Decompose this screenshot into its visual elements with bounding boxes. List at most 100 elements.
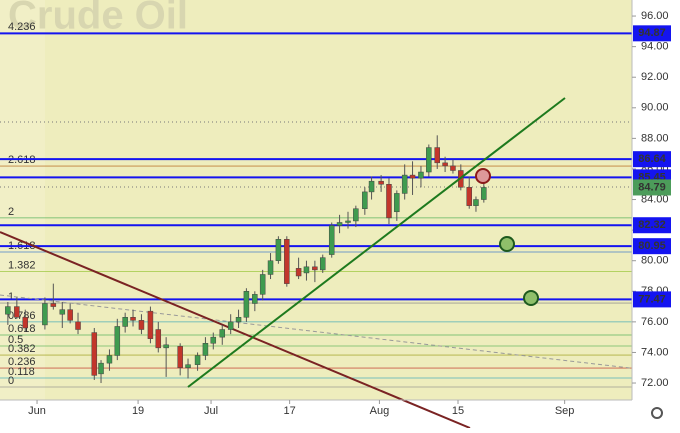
- candle-body: [434, 147, 440, 164]
- fib-label: 0.618: [8, 323, 36, 335]
- x-tick-label: Jun: [28, 405, 46, 417]
- fib-label: 0.786: [8, 310, 36, 322]
- x-tick-label: Sep: [555, 405, 575, 417]
- candle-body: [98, 362, 104, 375]
- candle-body: [22, 317, 29, 329]
- level-label-box: [633, 151, 671, 168]
- y-tick-label: 88.00: [641, 132, 669, 144]
- y-tick-label: 80.00: [641, 255, 669, 267]
- x-tick-label: Jul: [204, 405, 218, 417]
- candle-body: [235, 317, 242, 323]
- level-label: 94.87: [638, 27, 666, 39]
- fib-label: 0: [8, 375, 14, 387]
- down-trend-line: [0, 231, 471, 429]
- candle-body: [259, 274, 266, 295]
- candle-body: [418, 171, 424, 179]
- candle-body: [394, 193, 400, 213]
- candle-body: [353, 208, 359, 222]
- candle-body: [378, 180, 384, 185]
- y-tick-label: 84.00: [641, 193, 669, 205]
- candle-body: [319, 257, 326, 271]
- y-tick-label: 90.00: [641, 102, 669, 114]
- candle-body: [5, 306, 11, 315]
- candle-body: [138, 320, 145, 330]
- fib-label: 0.236: [8, 356, 36, 368]
- target-circle: [499, 236, 515, 252]
- candle-body: [401, 174, 408, 194]
- candle-body: [50, 303, 57, 307]
- candle-body: [481, 187, 487, 200]
- level-label: 86.64: [638, 153, 666, 165]
- fib-label: 2: [8, 206, 14, 218]
- candle-body: [336, 222, 343, 226]
- fib-label: 1: [8, 291, 14, 303]
- fib-label: 0.382: [8, 343, 36, 355]
- candle-body: [442, 162, 448, 167]
- candle-body: [67, 309, 73, 321]
- candle-body: [59, 309, 66, 315]
- y-tick-label: 72.00: [641, 377, 669, 389]
- candle-body: [328, 225, 335, 255]
- x-tick-label: Aug: [370, 405, 390, 417]
- x-tick-label: 15: [452, 405, 464, 417]
- candle-body: [368, 180, 375, 193]
- candle-body: [75, 321, 81, 330]
- candle-body: [295, 268, 302, 277]
- candle-body: [227, 321, 234, 330]
- level-label: 82.32: [638, 219, 666, 231]
- candle-body: [219, 329, 226, 338]
- level-label: 77.47: [638, 293, 666, 305]
- candle-body: [252, 294, 258, 304]
- level-label-box: [633, 291, 671, 308]
- candle-body: [177, 346, 183, 368]
- y-tick-label: 92.00: [641, 71, 669, 83]
- last-price-box: [633, 179, 671, 196]
- level-label-box: [633, 217, 671, 234]
- candle-body: [42, 303, 48, 326]
- target-circle: [475, 168, 491, 184]
- candle-body: [194, 355, 201, 365]
- fib-label: 0.5: [8, 334, 23, 346]
- y-tick-label: 96.00: [641, 10, 669, 22]
- level-label: 80.95: [638, 240, 666, 252]
- levels-group: [0, 32, 632, 301]
- candle-body: [243, 291, 250, 318]
- fib-label: 0.118: [8, 366, 35, 378]
- candle-body: [466, 187, 472, 206]
- candle-body: [284, 239, 290, 284]
- candle-body: [275, 239, 282, 261]
- candle-body: [312, 266, 318, 271]
- candle-body: [106, 355, 113, 364]
- plot-highlight: [45, 0, 632, 400]
- fib-label: 4.236: [8, 21, 36, 33]
- candle-body: [155, 329, 162, 349]
- y-tick-label: 94.00: [641, 41, 669, 53]
- candle-body: [267, 260, 274, 275]
- x-tick-label: 19: [132, 405, 144, 417]
- last-price-label: 84.79: [638, 181, 666, 193]
- candle-body: [14, 306, 20, 318]
- candle-body: [450, 165, 456, 171]
- y-tick-label: 74.00: [641, 346, 669, 358]
- axes-group: 72.0074.0076.0078.0080.0082.0084.0086.00…: [28, 10, 671, 417]
- candle-body: [386, 184, 392, 219]
- candle-body: [163, 344, 169, 349]
- candle-body: [91, 332, 98, 376]
- candle-body: [362, 191, 368, 209]
- candle-body: [303, 266, 310, 274]
- candle-body: [345, 220, 351, 223]
- candle-body: [409, 174, 416, 179]
- target-circle: [523, 290, 539, 306]
- up-trend-line: [187, 97, 566, 388]
- candles-group: [5, 135, 487, 384]
- candle-body: [426, 147, 432, 173]
- candle-body: [122, 317, 128, 327]
- candle-body: [473, 199, 479, 206]
- candle-body: [202, 343, 209, 356]
- settings-icon[interactable]: [651, 407, 663, 419]
- level-label-box: [633, 238, 671, 255]
- candle-body: [130, 317, 136, 321]
- candle-body: [147, 310, 154, 339]
- watermark-title: Crude Oil: [8, 0, 188, 38]
